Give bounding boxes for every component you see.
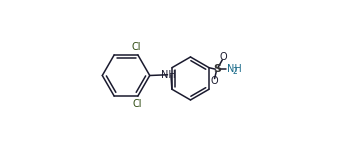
Text: O: O <box>210 76 218 86</box>
Text: O: O <box>219 52 227 62</box>
Text: NH: NH <box>161 70 176 80</box>
Text: Cl: Cl <box>131 42 141 52</box>
Text: NH: NH <box>227 64 241 74</box>
Text: 2: 2 <box>233 67 237 76</box>
Text: S: S <box>213 64 221 74</box>
Text: Cl: Cl <box>132 99 142 109</box>
